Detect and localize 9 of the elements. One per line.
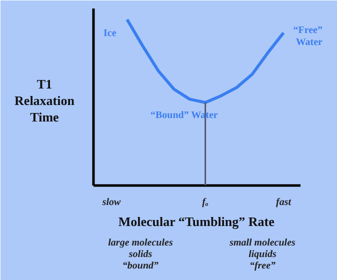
- annotation: “Free” Water: [293, 25, 324, 48]
- annotation: Ice: [104, 28, 117, 39]
- text: small molecules liquids “free”: [228, 238, 296, 272]
- y-axis-title: T1 Relaxation Time: [14, 76, 76, 124]
- x-tick-label: slow: [101, 197, 121, 208]
- text: large molecules solids “bound”: [108, 238, 173, 272]
- x-tick-label: fₒ: [202, 197, 209, 208]
- x-axis-title: Molecular “Tumbling” Rate: [118, 214, 275, 229]
- x-tick-label: fast: [276, 197, 292, 208]
